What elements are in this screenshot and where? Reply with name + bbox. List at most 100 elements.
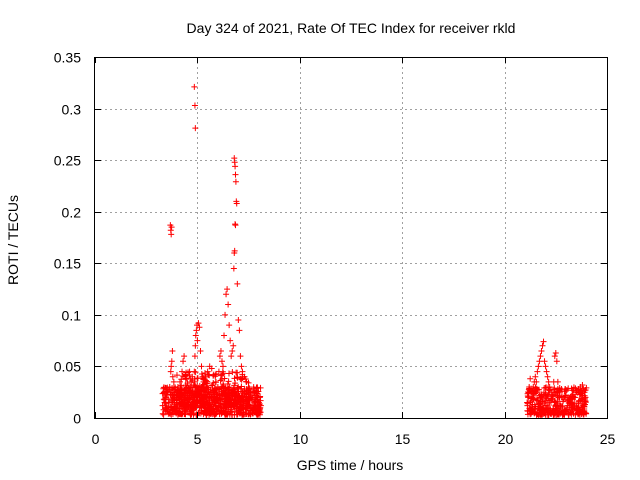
data-point [164,389,171,396]
data-point [532,373,539,380]
data-point [553,389,560,396]
data-point [194,337,201,344]
data-point [230,265,237,272]
data-point [245,384,252,391]
data-point [172,392,179,399]
data-point [168,363,175,370]
data-point [528,410,535,417]
data-point [548,389,555,396]
data-point [237,375,244,382]
data-point [218,358,225,365]
data-point [527,375,534,382]
data-point [184,394,191,401]
data-point [200,378,207,385]
data-point [547,410,554,417]
y-tick-label: 0.25 [54,153,81,169]
data-point [185,399,192,406]
data-point [215,404,222,411]
data-point [171,386,178,393]
data-point [550,408,557,415]
data-point [234,374,241,381]
data-point [532,408,539,415]
data-point [206,401,213,408]
data-point [221,410,228,417]
data-point [197,403,204,410]
data-point [180,358,187,365]
data-point [162,394,169,401]
data-point [232,222,239,229]
data-point [227,401,234,408]
data-point [218,376,225,383]
y-tick-label: 0.15 [54,256,81,272]
data-point [221,398,228,405]
data-point [166,384,173,391]
data-point [221,332,228,339]
data-point [220,363,226,370]
data-point [524,399,531,406]
data-point [229,347,236,354]
data-point [224,381,231,388]
data-point [573,403,580,410]
data-point [249,409,256,416]
data-point [210,379,217,386]
data-point [524,408,531,415]
data-point [255,399,262,406]
data-point [204,368,211,375]
data-point [190,411,197,418]
data-point [187,410,194,417]
data-point [540,389,547,396]
data-point [198,397,205,404]
data-point [533,397,540,404]
x-tick-label: 20 [498,431,514,447]
data-point [225,404,232,411]
data-point [553,411,560,418]
data-point [160,411,167,418]
data-point [234,369,241,376]
data-point [543,394,550,401]
data-point [237,398,244,405]
data-point [545,378,552,385]
data-point [543,368,550,375]
data-point [567,399,574,406]
data-point [217,347,224,354]
data-point [210,371,217,378]
data-points-layer [159,83,590,418]
data-point [231,247,238,254]
data-point [250,405,257,412]
data-point [169,373,176,380]
data-point [234,401,241,408]
data-point [248,397,255,404]
data-point [179,399,186,406]
data-point [579,381,586,388]
x-tick-label: 25 [600,431,616,447]
data-point [167,409,174,416]
data-point [539,405,546,412]
y-tick-label: 0.1 [62,308,82,324]
data-point [239,368,246,375]
data-point [193,327,200,334]
data-point [559,410,566,417]
data-point [225,378,232,385]
data-point [565,394,572,401]
data-point [181,387,188,394]
data-point [542,363,549,370]
data-point [174,384,181,391]
data-point [215,368,222,375]
data-point [249,388,256,395]
data-point [212,399,219,406]
data-point [244,396,251,403]
data-point [189,373,196,380]
data-point [237,397,244,404]
data-point [192,125,199,132]
data-point [194,399,201,406]
plot-frame [94,57,608,419]
x-tick-label: 10 [293,431,309,447]
data-point [257,402,264,409]
x-tick-label: 0 [92,431,100,447]
data-point [230,397,237,404]
data-point [571,394,578,401]
data-point [244,387,251,394]
data-point [192,342,199,349]
y-tick-label: 0.2 [62,205,82,221]
data-point [225,370,232,377]
